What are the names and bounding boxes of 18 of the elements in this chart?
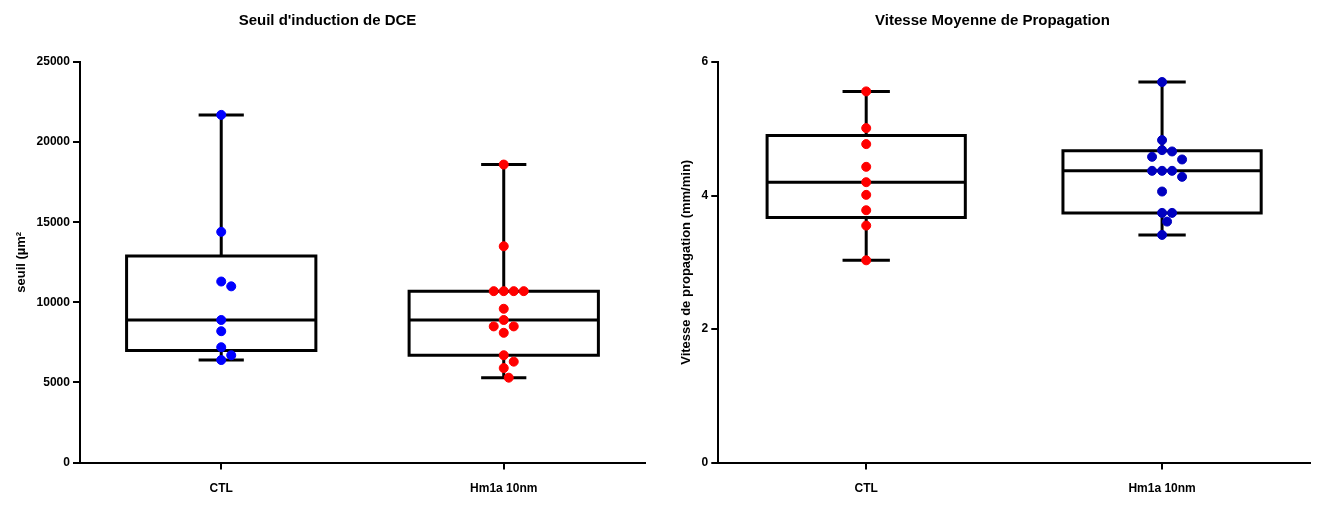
x-tick-label: Hm1a 10nm xyxy=(470,481,538,496)
y-tick-label: 0 xyxy=(63,454,71,469)
y-tick-label: 10000 xyxy=(36,294,71,309)
y-tick-label: 0 xyxy=(701,454,709,469)
chart-title: Seuil d'induction de DCE xyxy=(238,11,417,29)
y-tick-label: 25000 xyxy=(36,54,71,69)
y-tick-label: 15000 xyxy=(36,214,71,229)
y-tick-label: 5000 xyxy=(43,374,71,389)
y-tick-label: 6 xyxy=(701,54,709,69)
y-axis-title: Vitesse de propagation (mm/min) xyxy=(678,159,694,365)
y-tick-label: 4 xyxy=(701,187,709,202)
y-tick-label: 2 xyxy=(701,321,709,336)
x-tick-label: CTL xyxy=(209,481,233,496)
x-tick-label: Hm1a 10nm xyxy=(1128,481,1196,496)
y-tick-label: 20000 xyxy=(36,134,71,149)
y-axis-title: seuil (µm² xyxy=(13,231,29,293)
x-tick-label: CTL xyxy=(854,481,878,496)
chart-title: Vitesse Moyenne de Propagation xyxy=(875,11,1110,29)
